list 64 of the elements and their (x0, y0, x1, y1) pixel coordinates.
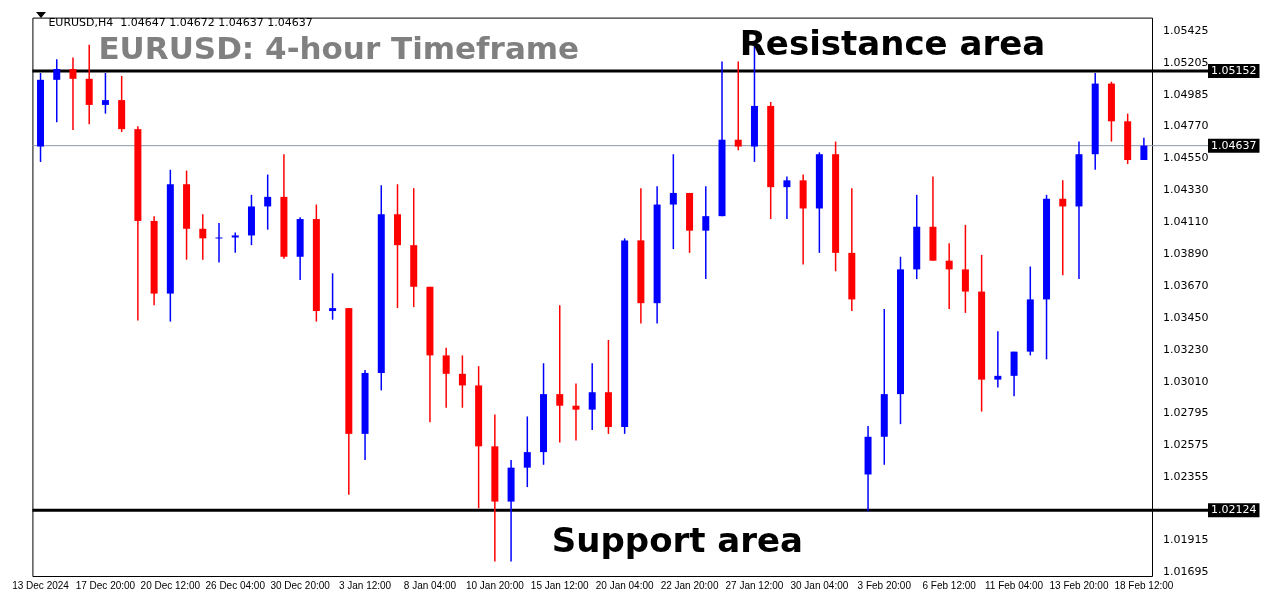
x-tick-label: 20 Jan 04:00 (595, 579, 655, 591)
x-tick-label: 10 Jan 20:00 (465, 579, 525, 591)
candlestick (69, 56, 77, 131)
y-tick-label: 1.02355 (1163, 469, 1209, 483)
x-tick-label: 26 Dec 04:00 (205, 579, 266, 591)
candlestick (442, 346, 450, 409)
x-tick-label: 27 Jan 12:00 (725, 579, 784, 591)
y-tick-label: 1.04550 (1163, 151, 1209, 165)
candlestick (961, 224, 969, 314)
annotation: Resistance area (739, 23, 1046, 64)
x-tick-label: 15 Jan 12:00 (530, 579, 590, 591)
ref-line-label: 1.05152 (1211, 63, 1257, 77)
y-tick-label: 1.05425 (1163, 24, 1209, 38)
y-tick-label: 1.01915 (1163, 533, 1209, 547)
annotation: Support area (551, 519, 804, 560)
x-tick-label: 3 Jan 12:00 (338, 579, 392, 591)
ref-line-label: 1.04637 (1211, 138, 1257, 152)
y-tick-label: 1.02575 (1163, 437, 1209, 451)
candlestick (264, 173, 272, 231)
candlestick (53, 58, 61, 124)
candlestick (556, 304, 564, 444)
candlestick (101, 72, 109, 115)
x-tick-label: 3 Feb 20:00 (857, 579, 912, 591)
y-tick-label: 1.04110 (1163, 214, 1209, 228)
y-tick-label: 1.03670 (1163, 278, 1209, 292)
candlestick (1059, 179, 1067, 276)
x-tick-label: 13 Feb 20:00 (1049, 579, 1109, 591)
annotation: EURUSD,H4 1.04647 1.04672 1.04637 1.04637 (48, 16, 313, 30)
candlestick (458, 354, 466, 409)
candlestick (669, 153, 677, 250)
x-tick-label: 8 Jan 04:00 (403, 579, 457, 591)
candlestick (329, 272, 337, 321)
x-tick-label: 17 Dec 20:00 (75, 579, 136, 591)
ref-line-label: 1.02124 (1211, 503, 1257, 517)
x-tick-label: 20 Dec 12:00 (140, 579, 201, 591)
y-tick-label: 1.03230 (1163, 342, 1209, 356)
y-tick-label: 1.01695 (1163, 565, 1209, 579)
candlestick (702, 185, 710, 280)
candlestick (734, 60, 742, 152)
candlestick (945, 242, 953, 310)
x-tick-label: 30 Dec 20:00 (270, 579, 331, 591)
y-tick-label: 1.03010 (1163, 374, 1209, 388)
candlestick (231, 231, 239, 254)
x-tick-label: 30 Jan 04:00 (790, 579, 849, 591)
x-tick-label: 6 Feb 12:00 (922, 579, 977, 591)
y-tick-label: 1.04985 (1163, 88, 1209, 102)
y-tick-label: 1.04330 (1163, 183, 1209, 197)
chart-title: EURUSD: 4-hour Timeframe (98, 29, 580, 66)
x-tick-label: 13 Dec 2024 (12, 579, 70, 591)
y-tick-label: 1.04770 (1163, 119, 1209, 133)
x-tick-label: 22 Jan 20:00 (660, 579, 719, 591)
y-tick-label: 1.02795 (1163, 405, 1209, 419)
x-tick-label: 18 Feb 12:00 (1114, 579, 1174, 591)
y-tick-label: 1.03890 (1163, 246, 1209, 260)
candlestick (523, 415, 531, 488)
candlestick (199, 213, 207, 261)
candlestick (572, 382, 580, 442)
x-tick-label: 11 Feb 04:00 (984, 579, 1044, 591)
y-tick-label: 1.03450 (1163, 310, 1209, 324)
y-tick-label: 1.05205 (1163, 56, 1209, 70)
candlestick (783, 175, 791, 220)
candlestick (588, 362, 596, 431)
candlestick (215, 222, 223, 264)
candlestick (994, 330, 1002, 389)
